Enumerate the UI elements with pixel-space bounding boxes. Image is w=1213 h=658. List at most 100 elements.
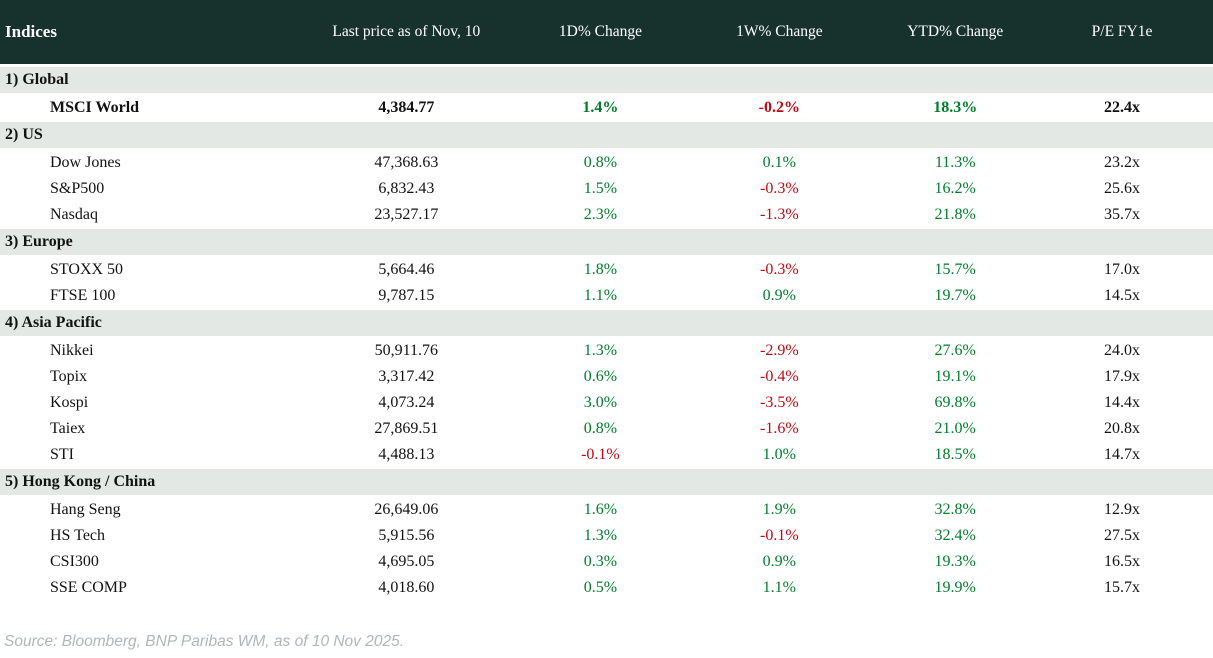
pe-cell: 24.0x [1031,337,1213,364]
pe-cell: 14.7x [1031,442,1213,469]
index-name-cell: STI [0,442,292,469]
index-row-sse-comp: SSE COMP 4,018.60 0.5% 1.1% 19.9% 15.7x [0,575,1213,601]
last-price-cell: 4,488.13 [291,442,522,469]
index-name-cell: Topix [0,364,292,390]
index-row-nikkei: Nikkei 50,911.76 1.3% -2.9% 27.6% 24.0x [0,337,1213,364]
last-price-cell: 26,649.06 [291,496,522,523]
pe-cell: 14.4x [1031,390,1213,416]
index-row-kospi: Kospi 4,073.24 3.0% -3.5% 69.8% 14.4x [0,390,1213,416]
column-header-last-price: Last price as of Nov, 10 [291,0,522,67]
change-1d-cell: 2.3% [521,202,680,229]
column-header-indices: Indices [0,0,292,67]
column-header-1w-change: 1W% Change [679,0,880,67]
index-name-cell: MSCI World [0,94,292,122]
index-name-cell: FTSE 100 [0,283,292,310]
column-header-1d-change: 1D% Change [521,0,680,67]
change-ytd-cell: 27.6% [879,337,1032,364]
index-row-hang-seng: Hang Seng 26,649.06 1.6% 1.9% 32.8% 12.9… [0,496,1213,523]
pe-cell: 12.9x [1031,496,1213,523]
change-ytd-cell: 15.7% [879,256,1032,283]
change-ytd-cell: 21.8% [879,202,1032,229]
index-name-cell: CSI300 [0,549,292,575]
change-1d-cell: 1.6% [521,496,680,523]
section-row-us: 2) US [0,121,1213,150]
index-name-cell: HS Tech [0,523,292,549]
index-row-sp500: S&P500 6,832.43 1.5% -0.3% 16.2% 25.6x [0,176,1213,202]
index-row-topix: Topix 3,317.42 0.6% -0.4% 19.1% 17.9x [0,364,1213,390]
section-label: 4) Asia Pacific [0,309,1213,338]
change-ytd-cell: 32.4% [879,523,1032,549]
last-price-cell: 4,384.77 [291,94,522,122]
change-1w-cell: -0.3% [679,176,880,202]
index-row-sti: STI 4,488.13 -0.1% 1.0% 18.5% 14.7x [0,442,1213,469]
section-row-europe: 3) Europe [0,228,1213,257]
index-row-stoxx50: STOXX 50 5,664.46 1.8% -0.3% 15.7% 17.0x [0,256,1213,283]
index-row-dow-jones: Dow Jones 47,368.63 0.8% 0.1% 11.3% 23.2… [0,149,1213,176]
last-price-cell: 5,915.56 [291,523,522,549]
pe-cell: 17.9x [1031,364,1213,390]
last-price-cell: 4,695.05 [291,549,522,575]
index-name-cell: Nikkei [0,337,292,364]
section-label: 2) US [0,121,1213,150]
last-price-cell: 27,869.51 [291,416,522,442]
source-note: Source: Bloomberg, BNP Paribas WM, as of… [4,633,405,650]
index-row-csi300: CSI300 4,695.05 0.3% 0.9% 19.3% 16.5x [0,549,1213,575]
index-row-hs-tech: HS Tech 5,915.56 1.3% -0.1% 32.4% 27.5x [0,523,1213,549]
section-row-hk-china: 5) Hong Kong / China [0,468,1213,497]
index-name-cell: Hang Seng [0,496,292,523]
pe-cell: 35.7x [1031,202,1213,229]
pe-cell: 27.5x [1031,523,1213,549]
change-1w-cell: 0.1% [679,149,880,176]
section-label: 1) Global [0,65,1213,95]
change-1w-cell: -2.9% [679,337,880,364]
index-name-cell: SSE COMP [0,575,292,601]
change-ytd-cell: 69.8% [879,390,1032,416]
index-name-cell: Taiex [0,416,292,442]
last-price-cell: 47,368.63 [291,149,522,176]
last-price-cell: 4,073.24 [291,390,522,416]
change-1w-cell: 1.9% [679,496,880,523]
change-1d-cell: 1.3% [521,337,680,364]
change-ytd-cell: 18.3% [879,94,1032,122]
table-header-row: Indices Last price as of Nov, 10 1D% Cha… [0,0,1213,67]
change-ytd-cell: 18.5% [879,442,1032,469]
change-1d-cell: 0.5% [521,575,680,601]
last-price-cell: 9,787.15 [291,283,522,310]
section-label: 3) Europe [0,228,1213,257]
change-1w-cell: -1.3% [679,202,880,229]
change-1d-cell: 0.8% [521,149,680,176]
column-header-last-price-label: Last price as of Nov, 10 [332,22,481,40]
last-price-cell: 4,018.60 [291,575,522,601]
column-header-ytd-change: YTD% Change [879,0,1032,67]
indices-table: Indices Last price as of Nov, 10 1D% Cha… [0,0,1213,601]
index-row-nasdaq: Nasdaq 23,527.17 2.3% -1.3% 21.8% 35.7x [0,202,1213,229]
pe-cell: 22.4x [1031,94,1213,122]
last-price-cell: 3,317.42 [291,364,522,390]
change-1w-cell: -1.6% [679,416,880,442]
change-1w-cell: -0.2% [679,94,880,122]
change-1d-cell: 0.8% [521,416,680,442]
index-name-cell: STOXX 50 [0,256,292,283]
change-1d-cell: 1.3% [521,523,680,549]
last-price-cell: 5,664.46 [291,256,522,283]
index-name-cell: Nasdaq [0,202,292,229]
change-1d-cell: 3.0% [521,390,680,416]
column-header-pe: P/E FY1e [1031,0,1213,67]
pe-cell: 17.0x [1031,256,1213,283]
change-1d-cell: 0.6% [521,364,680,390]
index-row-msci-world: MSCI World 4,384.77 1.4% -0.2% 18.3% 22.… [0,94,1213,122]
pe-cell: 14.5x [1031,283,1213,310]
pe-cell: 15.7x [1031,575,1213,601]
index-row-taiex: Taiex 27,869.51 0.8% -1.6% 21.0% 20.8x [0,416,1213,442]
pe-cell: 23.2x [1031,149,1213,176]
section-row-asia-pacific: 4) Asia Pacific [0,309,1213,338]
change-ytd-cell: 19.9% [879,575,1032,601]
last-price-cell: 50,911.76 [291,337,522,364]
change-1d-cell: 1.4% [521,94,680,122]
change-ytd-cell: 19.3% [879,549,1032,575]
change-1d-cell: 1.8% [521,256,680,283]
change-1w-cell: -0.3% [679,256,880,283]
index-name-cell: Kospi [0,390,292,416]
change-ytd-cell: 19.7% [879,283,1032,310]
